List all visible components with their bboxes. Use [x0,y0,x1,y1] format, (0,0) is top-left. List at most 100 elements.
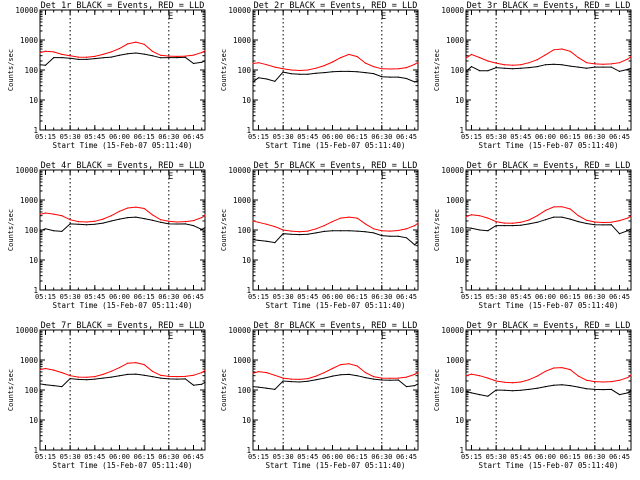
lld-data-point [340,57,342,59]
events-data-point [168,378,170,380]
events-data-point [618,233,621,235]
events-data-point [373,378,375,380]
lld-data-point [544,209,547,211]
lld-data-point [331,221,334,223]
lld-data-point [405,376,408,378]
lld-data-point [299,378,301,380]
lld-data-point [110,370,112,372]
y-tick-label: 1 [459,286,464,295]
events-data-point [282,380,284,382]
corner-label: E [168,12,173,22]
lld-data-point [184,375,186,377]
y-axis-label: Counts/sec [220,49,228,91]
lld-data-point [94,376,96,378]
x-tick-label: 06:45 [609,133,630,141]
x-tick-label: 06:15 [560,293,581,301]
y-tick-label: 1000 [446,356,465,365]
lld-data-point [110,215,112,217]
events-data-point [470,66,473,68]
y-tick-label: 1000 [446,196,465,205]
lld-data-point [307,230,309,232]
x-tick-label: 06:00 [322,293,343,301]
panel-title: Det 6r BLACK = Events, RED = LLD [467,161,631,171]
events-data-point [553,384,555,386]
events-data-point [348,373,350,375]
lld-data-point [252,220,254,222]
lld-data-point [282,229,284,231]
x-tick-label: 06:00 [535,453,556,461]
lld-data-point [102,53,104,56]
events-data-point [594,388,596,390]
lld-data-point [627,377,629,379]
panel-det-6r: Det 6r BLACK = Events, RED = LLD 1 10 100 10… [433,161,632,310]
events-data-point [266,240,268,242]
events-data-point [417,383,419,385]
events-data-point [479,70,481,72]
lld-data-point [151,214,153,216]
lld-data-point [204,369,206,371]
y-tick-label: 1 [33,446,38,455]
lld-data-point [594,221,596,223]
events-data-point [299,73,301,75]
corner-label: E [381,12,386,22]
events-data-point [184,223,186,225]
events-data-point [192,384,195,386]
events-data-point [348,70,350,72]
events-data-point [397,235,399,237]
lld-data-point [405,228,408,230]
events-data-point [160,57,162,59]
lld-data-point [520,64,522,66]
lld-data-point [252,372,254,374]
lld-data-point [252,62,254,65]
events-data-point [257,77,260,79]
events-data-point [274,80,276,82]
y-tick-label: 10 [242,96,252,105]
lld-data-point [143,364,145,366]
lld-data-point [610,381,612,383]
events-data-point [627,68,629,70]
lld-data-point [553,206,555,208]
panel-det-9r: Det 9r BLACK = Events, RED = LLD 1 10 100 10… [433,321,632,470]
lld-data-point [160,219,162,221]
y-axis-label: Counts/sec [7,209,15,251]
x-axis-label: Start Time (15-Feb-07 05:11:40) [266,461,406,470]
events-data-point [536,387,538,389]
lld-data-point [495,62,497,64]
lld-data-point [553,49,555,51]
events-data-point [94,58,96,60]
lld-data-point [479,375,481,377]
lld-data-point [204,214,206,216]
lld-data-point [405,67,408,69]
lld-data-point [61,53,63,56]
x-tick-label: 05:30 [273,293,294,301]
events-data-point [495,67,497,69]
events-data-point [487,395,489,397]
lld-data-point [630,374,632,376]
lld-data-point [86,376,88,378]
events-data-point [528,223,530,225]
y-tick-label: 100 [450,226,464,235]
lld-series-line [465,367,632,384]
events-data-point [586,388,588,390]
lld-data-point [417,222,419,224]
events-data-point [307,73,309,75]
events-data-point [160,221,162,223]
events-data-point [192,62,195,65]
lld-data-point [192,54,195,56]
lld-data-point [465,375,467,377]
x-tick-label: 06:45 [183,453,204,461]
events-data-point [151,376,153,378]
events-data-point [266,78,268,80]
y-tick-label: 100 [24,226,38,235]
lld-data-point [274,374,276,376]
x-tick-label: 06:15 [347,293,368,301]
y-axis-label: Counts/sec [220,369,228,411]
lld-data-point [160,374,162,376]
lld-data-point [299,69,301,72]
lld-data-point [577,57,580,59]
events-data-point [94,378,96,380]
x-axis-label: Start Time (15-Feb-07 05:11:40) [53,461,193,470]
events-data-point [381,379,383,381]
lld-data-point [307,378,309,380]
events-data-point [627,230,629,232]
